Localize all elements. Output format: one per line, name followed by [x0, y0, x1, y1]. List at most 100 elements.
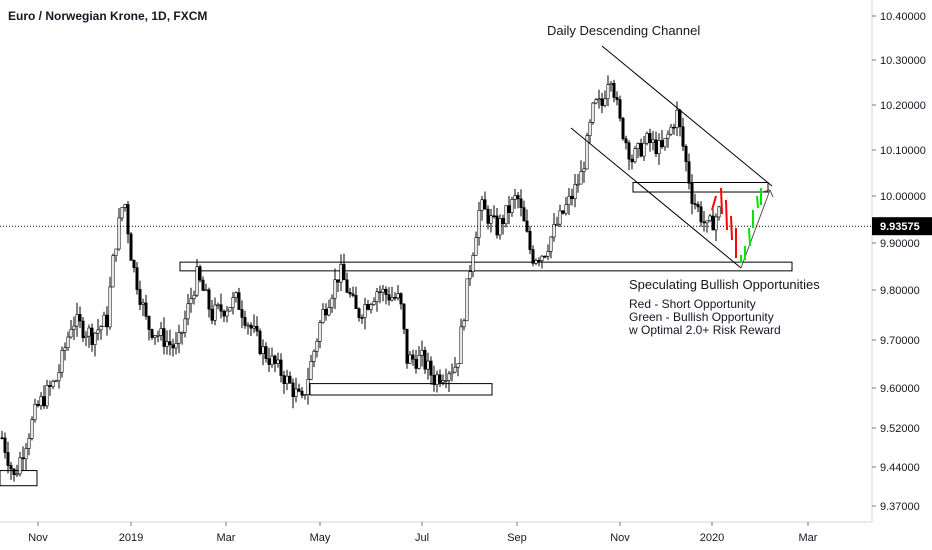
time-tick-label: May: [310, 532, 331, 544]
candle-body: [666, 133, 670, 139]
legend-line-red: Red - Short Opportunity: [629, 297, 756, 311]
price-tick-label: 9.60000: [880, 383, 920, 395]
long-signal-bar: [756, 195, 759, 209]
candle-body: [165, 341, 169, 347]
candle-body: [96, 329, 100, 334]
candle-body: [267, 358, 271, 365]
candle-body: [273, 355, 277, 364]
candle-body: [393, 297, 397, 299]
candle-body: [336, 279, 340, 283]
candle-body: [597, 98, 601, 101]
candle-body: [312, 350, 316, 362]
candle-body: [657, 140, 661, 155]
candle-body: [687, 161, 691, 184]
signal-markers: [711, 187, 762, 263]
candle-body: [156, 335, 160, 337]
candle-body: [693, 203, 697, 205]
candle-body: [579, 171, 583, 185]
candle-body: [48, 385, 52, 387]
candle-body: [345, 279, 349, 293]
candle-body: [678, 109, 682, 128]
candle-body: [516, 195, 520, 200]
time-tick-label: Jul: [415, 532, 429, 544]
candle-body: [141, 302, 145, 305]
candle-body: [501, 218, 505, 225]
candle-body: [561, 210, 565, 214]
candle-body: [600, 98, 604, 106]
candle-body: [522, 207, 526, 222]
candle-body: [672, 126, 676, 129]
candle-body: [447, 373, 451, 381]
candle-body: [102, 314, 106, 327]
candle-body: [480, 199, 484, 211]
candle-body: [87, 327, 91, 337]
candle-body: [417, 355, 421, 369]
candle-body: [180, 332, 184, 334]
candle-body: [582, 168, 586, 172]
channel-label: Daily Descending Channel: [547, 23, 700, 38]
candle-body: [429, 360, 433, 376]
candle-body: [513, 195, 517, 200]
candle-body: [498, 218, 502, 236]
time-tick-label: Mar: [217, 532, 236, 544]
candle-body: [507, 205, 511, 213]
candle-body: [558, 210, 562, 225]
candle-body: [288, 375, 292, 384]
candle-body: [654, 139, 658, 155]
candle-body: [168, 341, 172, 346]
candle-body: [147, 316, 151, 330]
candle-body: [159, 328, 163, 336]
candle-body: [12, 468, 16, 475]
candle-body: [321, 308, 325, 323]
candle-body: [567, 195, 571, 206]
candle-body: [573, 184, 577, 200]
candle-body: [144, 302, 148, 317]
candle-body: [63, 347, 67, 351]
time-axis[interactable]: Nov 2019 Mar May Jul Sep Nov 2020 Mar: [0, 521, 872, 544]
candle-body: [291, 382, 295, 397]
candle-body: [477, 210, 481, 238]
candle-body: [339, 264, 343, 283]
candlestick-series: [0, 75, 721, 482]
candle-body: [195, 266, 199, 296]
candle-body: [555, 223, 559, 226]
price-tick-label: 9.52000: [880, 423, 920, 435]
price-tick-label: 9.90000: [880, 238, 920, 250]
candle-body: [207, 289, 211, 310]
candle-body: [105, 314, 109, 328]
candle-body: [21, 457, 25, 460]
candle-body: [234, 292, 238, 298]
resistance-zone-dec: [632, 182, 769, 193]
candle-body: [9, 465, 13, 470]
candle-body: [588, 122, 592, 136]
candle-body: [306, 379, 310, 395]
candle-body: [246, 324, 250, 327]
candle-body: [192, 294, 196, 299]
candle-body: [39, 396, 43, 406]
candle-body: [51, 380, 55, 387]
candle-body: [696, 204, 700, 208]
candle-body: [405, 328, 409, 364]
time-tick-label: Nov: [610, 532, 630, 544]
candle-body: [390, 297, 394, 301]
candle-body: [3, 437, 7, 453]
candle-body: [534, 260, 538, 264]
candle-body: [57, 372, 61, 382]
candle-body: [78, 314, 82, 322]
candle-body: [669, 126, 673, 135]
candle-body: [237, 292, 241, 310]
candle-body: [681, 126, 685, 147]
candle-body: [366, 304, 370, 310]
candle-body: [360, 317, 364, 319]
channel-upper-line: [601, 45, 773, 187]
candle-body: [636, 142, 640, 149]
candle-body: [249, 324, 253, 329]
candle-body: [699, 206, 703, 223]
price-tick-label: 10.40000: [880, 11, 926, 23]
price-axis[interactable]: 10.40000 10.30000 10.20000 10.10000 10.00000…: [871, 0, 926, 522]
candle-body: [303, 394, 307, 396]
candle-body: [93, 332, 97, 345]
candle-body: [531, 249, 535, 264]
candle-body: [702, 221, 706, 224]
